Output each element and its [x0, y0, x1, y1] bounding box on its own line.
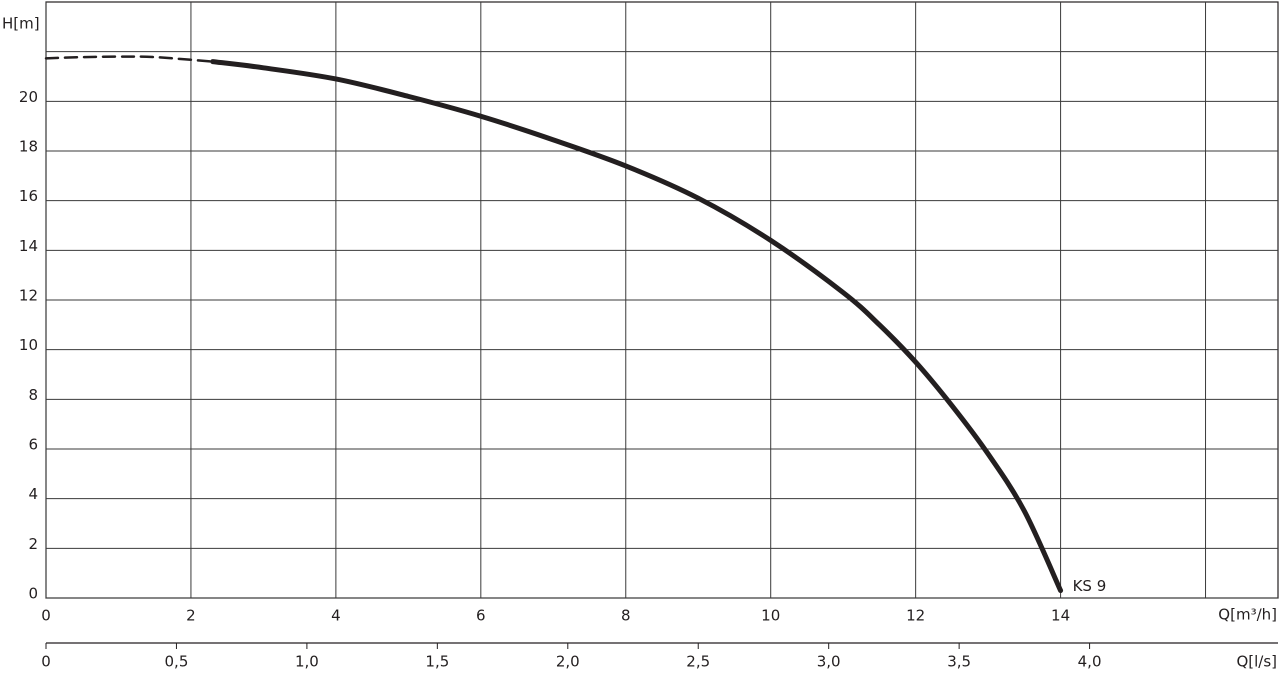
y-tick-label: 10 — [19, 336, 38, 354]
y-axis-label: H[m] — [2, 15, 40, 33]
y-tick-label: 14 — [19, 237, 38, 255]
y-tick-label: 2 — [28, 535, 38, 553]
x-tick-label: 10 — [761, 607, 780, 625]
y-tick-label: 16 — [19, 187, 38, 205]
x2-tick-label: 1,0 — [295, 653, 319, 671]
x-tick-label: 8 — [621, 607, 631, 625]
x-tick-label: 4 — [331, 607, 341, 625]
x2-tick-label: 0 — [41, 653, 51, 671]
curve-label: KS 9 — [1073, 577, 1107, 595]
y-tick-label: 8 — [28, 386, 38, 404]
x-tick-label: 6 — [476, 607, 486, 625]
x2-tick-label: 1,5 — [425, 653, 449, 671]
y-tick-label: 0 — [28, 585, 38, 603]
x-tick-label: 2 — [186, 607, 196, 625]
x2-tick-label: 4,0 — [1078, 653, 1102, 671]
x-tick-label: 12 — [906, 607, 925, 625]
x2-tick-label: 3,5 — [947, 653, 971, 671]
y-tick-label: 6 — [28, 436, 38, 454]
y-tick-label: 20 — [19, 88, 38, 106]
y-tick-label: 18 — [19, 138, 38, 156]
x2-tick-label: 2,0 — [556, 653, 580, 671]
x2-tick-label: 2,5 — [686, 653, 710, 671]
x2-tick-label: 3,0 — [817, 653, 841, 671]
x2-tick-label: 0,5 — [165, 653, 189, 671]
curve — [210, 59, 1064, 594]
curve-dashed — [44, 55, 214, 63]
x-axis-label: Q[m³/h] — [1218, 606, 1277, 624]
y-tick-label: 4 — [28, 485, 38, 503]
x-tick-label: 14 — [1051, 607, 1070, 625]
y-tick-label: 12 — [19, 287, 38, 305]
x2-axis-label: Q[l/s] — [1236, 653, 1277, 671]
x-tick-label: 0 — [41, 607, 51, 625]
